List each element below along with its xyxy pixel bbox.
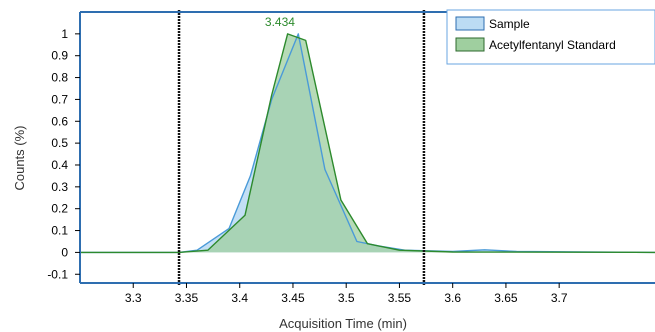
x-tick-label: 3.4: [231, 291, 248, 305]
legend-swatch-standard: [455, 37, 485, 52]
x-tick-label: 3.35: [175, 291, 199, 305]
x-tick-label: 3.55: [388, 291, 412, 305]
x-tick-label: 3.6: [444, 291, 461, 305]
axis-ticks: 1 0.9 0.8 0.7 0.6 0.5 0.4 0.3 0.2 0.1 0 -0.1 3.3 3.35…: [47, 27, 568, 305]
plot-area: 3.434: [79, 10, 655, 285]
y-tick-label: -0.1: [47, 267, 68, 281]
peak-label: 3.434: [265, 15, 295, 29]
y-tick-label: 0.4: [51, 158, 68, 172]
x-tick-label: 3.7: [551, 291, 568, 305]
series-line-standard: [80, 33, 655, 254]
legend: Sample Acetylfentanyl Standard: [446, 9, 655, 65]
x-tick-label: 3.45: [281, 291, 305, 305]
y-tick-label: 0.2: [51, 202, 68, 216]
y-tick-label: 0.7: [51, 92, 68, 106]
y-tick-label: 1: [61, 27, 68, 41]
y-tick-label: 0.1: [51, 224, 68, 238]
y-axis-title: Counts (%): [12, 125, 27, 190]
x-tick-label: 3.5: [338, 291, 355, 305]
x-axis-title: Acquisition Time (min): [279, 316, 407, 331]
series-line-sample: [80, 33, 655, 254]
y-tick-label: 0.9: [51, 49, 68, 63]
y-tick-label: 0.3: [51, 180, 68, 194]
y-tick-label: 0: [61, 245, 68, 259]
legend-swatch-sample: [455, 16, 485, 31]
y-tick-label: 0.5: [51, 136, 68, 150]
y-tick-label: 0.6: [51, 114, 68, 128]
y-tick-label: 0.8: [51, 71, 68, 85]
legend-label-sample: Sample: [489, 17, 530, 31]
legend-label-standard: Acetylfentanyl Standard: [489, 38, 616, 52]
x-tick-label: 3.65: [494, 291, 518, 305]
x-tick-label: 3.3: [125, 291, 142, 305]
